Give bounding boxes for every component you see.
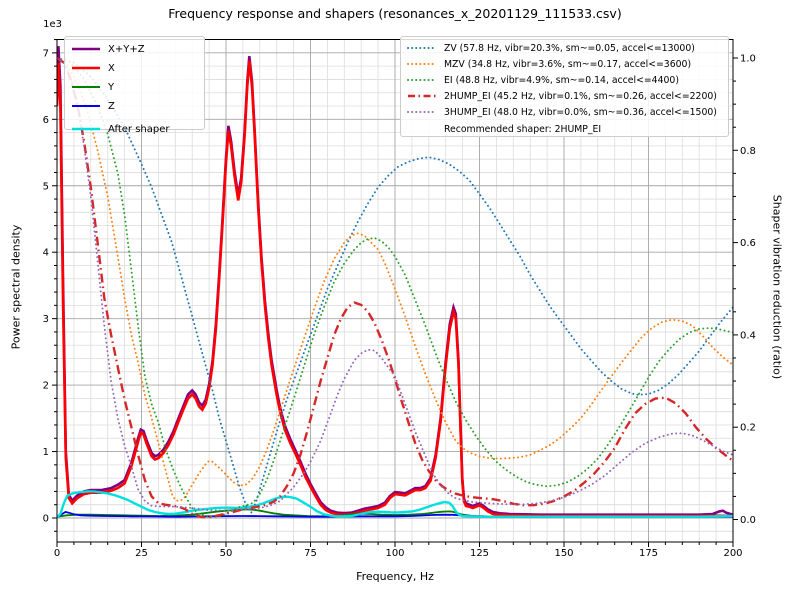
legend-line-sample-x — [72, 66, 100, 70]
series-x-curve — [57, 60, 733, 518]
legend-entry-xyz: X+Y+Z — [71, 40, 198, 59]
legend-entry-y: Y — [71, 78, 198, 97]
legend-entry-two_hump_ei: 2HUMP_EI (45.2 Hz, vibr=0.1%, sm~=0.26, … — [407, 89, 722, 105]
legend-line-sample-y — [72, 86, 100, 88]
series-after_shaper-curve — [57, 490, 733, 519]
y-tick-label-right: 0.4 — [740, 330, 756, 341]
x-tick-label: 25 — [135, 548, 148, 559]
legend-entry-zv: ZV (57.8 Hz, vibr=20.3%, sm~=0.05, accel… — [407, 40, 722, 56]
legend-entry-x: X — [71, 59, 198, 78]
y-tick-label-left: 1 — [43, 447, 49, 458]
recommended-shaper-text: Recommended shaper: 2HUMP_EI — [444, 123, 602, 135]
legend-entry-label: 2HUMP_EI (45.2 Hz, vibr=0.1%, sm~=0.26, … — [444, 91, 717, 103]
legend-entry-label: X+Y+Z — [108, 44, 145, 55]
x-tick-label: 50 — [220, 548, 233, 559]
legend-line-sample-after_shaper — [72, 127, 100, 130]
y-tick-label-left: 7 — [43, 48, 49, 59]
x-tick-label: 200 — [723, 548, 742, 559]
legend-line-sample-xyz — [72, 47, 100, 51]
legend-entry-label: MZV (34.8 Hz, vibr=3.6%, sm~=0.17, accel… — [444, 58, 692, 70]
tick-labels: 0 25 50 75 100 125 150 175 200 0 1 2 3 4 5 6 7 0.0 0.2 0.4 0… — [43, 48, 756, 559]
x-tick-label: 75 — [304, 548, 317, 559]
psd-scale-offset: 1e3 — [43, 19, 62, 30]
axis-ticks — [52, 39, 738, 547]
legend-line-sample-three_hump_ei — [407, 111, 437, 114]
legend-entry-label: Z — [108, 101, 115, 112]
legend-entry-label: 3HUMP_EI (48.0 Hz, vibr=0.0%, sm~=0.36, … — [444, 107, 717, 119]
y-tick-label-right: 1.0 — [740, 54, 756, 65]
legend-entry-mzv: MZV (34.8 Hz, vibr=3.6%, sm~=0.17, accel… — [407, 56, 722, 72]
right-y-axis-label: Shaper vibration reduction (ratio) — [770, 194, 784, 380]
legend-entry-three_hump_ei: 3HUMP_EI (48.0 Hz, vibr=0.0%, sm~=0.36, … — [407, 105, 722, 121]
legend-entry-ei: EI (48.8 Hz, vibr=4.9%, sm~=0.14, accel<… — [407, 72, 722, 88]
y-tick-label-left: 4 — [43, 248, 49, 259]
y-tick-label-left: 3 — [43, 314, 49, 325]
x-axis-label: Frequency, Hz — [356, 570, 434, 583]
x-tick-label: 100 — [385, 548, 404, 559]
legend-line-sample-ei — [407, 78, 437, 81]
legend-entry-label: Y — [108, 82, 115, 93]
x-tick-label: 125 — [470, 548, 489, 559]
legend-entry-label: After shaper — [108, 123, 170, 135]
legend-entry-after_shaper: After shaper — [71, 116, 198, 142]
y-tick-label-left: 5 — [43, 181, 49, 192]
legend-entry-label: ZV (57.8 Hz, vibr=20.3%, sm~=0.05, accel… — [444, 42, 695, 54]
y-tick-label-left: 0 — [43, 514, 49, 525]
legend-line-sample-mzv — [407, 62, 437, 65]
series-mzv-curve — [57, 57, 733, 502]
y-tick-label-right: 0.6 — [740, 238, 756, 249]
shaper-legend: ZV (57.8 Hz, vibr=20.3%, sm~=0.05, accel… — [400, 36, 729, 137]
left-y-axis-label: Power spectral density — [9, 224, 23, 350]
legend-line-sample-zv — [407, 46, 437, 49]
series-three_hump_ei-curve — [57, 57, 733, 512]
x-tick-label: 175 — [639, 548, 658, 559]
y-tick-label-left: 2 — [43, 381, 49, 392]
series-two_hump_ei-curve — [57, 57, 733, 519]
x-tick-label: 150 — [554, 548, 573, 559]
series-group — [57, 46, 733, 519]
chart-title: Frequency response and shapers (resonanc… — [168, 6, 622, 21]
y-tick-label-left: 6 — [43, 115, 49, 126]
y-tick-label-right: 0.2 — [740, 423, 756, 434]
series-xyz-curve — [57, 46, 733, 516]
psd-legend: X+Y+Z X Y Z After shaper — [64, 36, 205, 135]
x-tick-label: 0 — [54, 548, 60, 559]
legend-line-sample-z — [72, 105, 100, 107]
legend-entry-label: X — [108, 63, 115, 74]
legend-line-sample-two_hump_ei — [408, 94, 436, 98]
y-tick-label-right: 0.0 — [740, 515, 756, 526]
y-tick-label-right: 0.8 — [740, 146, 756, 157]
legend-entry-label: EI (48.8 Hz, vibr=4.9%, sm~=0.14, accel<… — [444, 74, 679, 86]
legend-entry-z: Z — [71, 97, 198, 116]
